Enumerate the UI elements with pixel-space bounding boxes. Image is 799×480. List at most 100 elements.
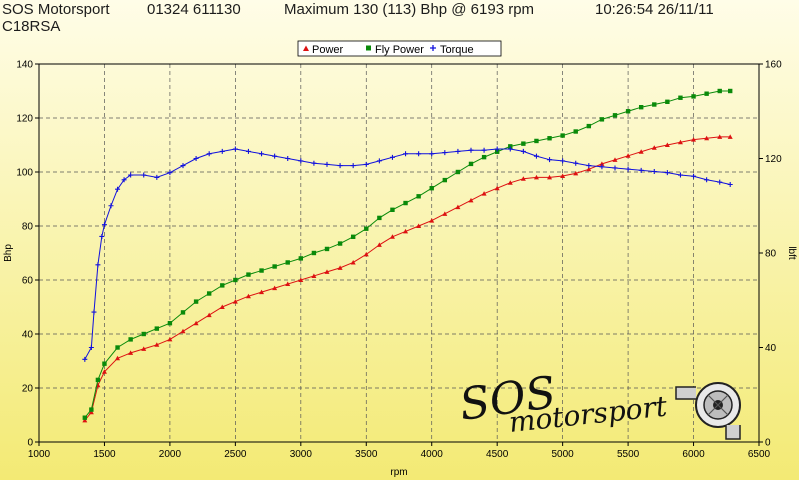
torque-point [547, 157, 553, 163]
power-point [677, 139, 683, 145]
torque-point [481, 147, 487, 153]
torque-point [612, 165, 618, 171]
grid-lines [39, 64, 759, 442]
torque-point [206, 151, 212, 157]
fly-power-point [612, 113, 618, 118]
legend-item-fly-power: Fly Power [366, 44, 424, 56]
fly-power-point [704, 91, 709, 96]
fly-power-point [154, 326, 160, 331]
power-point [442, 211, 448, 216]
torque-point [272, 153, 278, 159]
fly-power-point [586, 123, 592, 129]
torque-point [324, 161, 330, 167]
power-point [180, 328, 186, 334]
torque-point [651, 168, 657, 174]
x-tick-label: 5500 [617, 449, 640, 460]
torque-point [337, 163, 343, 169]
series-torque [82, 146, 733, 362]
fly-power-point [403, 200, 408, 206]
power-point [88, 409, 94, 415]
axes: 1000 1500 2000 2500 3000 3500 4000 4500 5000 5500… [16, 60, 782, 461]
power-point [481, 191, 487, 196]
series-power [82, 134, 733, 423]
torque-point [691, 173, 697, 179]
power-point [389, 234, 395, 239]
x-tick-label: 2000 [159, 449, 182, 460]
power-point [82, 417, 88, 423]
y-tick-label: 120 [16, 114, 33, 125]
torque-point [429, 151, 435, 157]
power-point [324, 269, 330, 274]
torque-point [520, 148, 526, 154]
power-point [717, 134, 723, 139]
torque-point [101, 222, 107, 228]
legend-power-marker [303, 45, 309, 51]
y2-tick-label: 120 [765, 154, 782, 165]
run-timestamp: 10:26:54 26/11/11 [595, 1, 714, 18]
fly-power-point [298, 256, 304, 261]
fly-power-point [285, 260, 290, 265]
torque-point [560, 158, 566, 164]
torque-point [121, 177, 127, 183]
power-point [599, 161, 605, 166]
torque-point [664, 170, 670, 176]
legend: Power Fly Power Torque [297, 40, 502, 57]
legend-torque-label: Torque [440, 44, 474, 56]
power-point [376, 242, 382, 247]
turbocharger-icon [675, 382, 741, 440]
sos-motorsport-logo: SOS motorsport [456, 367, 741, 440]
fly-power-point [311, 250, 317, 256]
power-point [403, 228, 409, 234]
fly-power-point [324, 246, 330, 252]
torque-point [311, 160, 317, 166]
vehicle-id: C18RSA [2, 18, 61, 35]
fly-power-point [560, 133, 565, 138]
y2-tick-label: 160 [765, 60, 782, 71]
fly-power-point [206, 291, 212, 296]
torque-point [141, 172, 147, 178]
power-point [311, 273, 317, 278]
legend-fly-power-label: Fly Power [375, 44, 424, 56]
power-point [468, 197, 474, 203]
torque-point [193, 156, 199, 161]
fly-power-point [220, 283, 225, 288]
torque-point [180, 163, 186, 169]
power-point [704, 135, 710, 141]
company-name: SOS Motorsport [2, 1, 110, 18]
fly-power-point [521, 141, 526, 146]
fly-power-point [364, 226, 369, 231]
legend-box [297, 40, 502, 57]
torque-point [154, 174, 160, 180]
fly-power-point [494, 149, 500, 154]
x-tick-label: 4500 [486, 449, 509, 460]
torque-point [468, 147, 474, 153]
fly-power-point [95, 377, 101, 383]
power-point [547, 174, 553, 180]
fly-power-point [481, 154, 487, 160]
max-power-summary: Maximum 130 (113) Bhp @ 6193 rpm [284, 1, 535, 18]
fly-power-point [455, 169, 461, 175]
fly-power-point [429, 186, 434, 191]
torque-point [167, 170, 173, 176]
torque-point [455, 148, 461, 154]
fly-power-point [115, 345, 120, 350]
fly-power-point [337, 241, 343, 246]
power-point [141, 346, 147, 351]
power-point [363, 251, 369, 257]
torque-point [586, 163, 592, 169]
torque-point [717, 179, 723, 185]
fly-power-point [665, 99, 670, 104]
torque-point [727, 181, 733, 187]
x-tick-label: 6500 [748, 449, 771, 460]
torque-point [533, 153, 539, 159]
series-fly-power [82, 88, 733, 420]
torque-point [298, 158, 304, 164]
y2-tick-label: 40 [765, 343, 777, 354]
torque-point [403, 151, 409, 157]
power-point [285, 281, 291, 287]
y-tick-label: 40 [22, 330, 34, 341]
power-point [586, 166, 592, 172]
